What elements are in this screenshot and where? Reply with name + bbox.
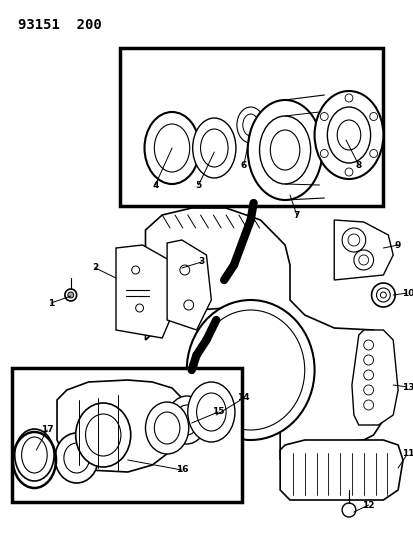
Ellipse shape xyxy=(314,91,382,179)
Ellipse shape xyxy=(167,396,206,444)
Polygon shape xyxy=(57,380,186,472)
Ellipse shape xyxy=(270,130,299,170)
Text: 11: 11 xyxy=(401,448,413,457)
Ellipse shape xyxy=(21,437,47,473)
Polygon shape xyxy=(280,440,402,500)
Text: 8: 8 xyxy=(355,160,361,169)
Ellipse shape xyxy=(145,402,188,454)
Circle shape xyxy=(341,503,355,517)
Ellipse shape xyxy=(196,393,225,431)
Ellipse shape xyxy=(85,414,121,456)
Polygon shape xyxy=(351,330,397,425)
Polygon shape xyxy=(167,240,211,330)
Ellipse shape xyxy=(259,116,310,184)
Ellipse shape xyxy=(15,429,54,481)
Ellipse shape xyxy=(327,107,370,163)
Text: 17: 17 xyxy=(41,425,53,434)
Ellipse shape xyxy=(336,120,360,150)
Ellipse shape xyxy=(236,107,264,143)
Ellipse shape xyxy=(64,443,89,473)
Ellipse shape xyxy=(188,382,234,442)
Ellipse shape xyxy=(154,412,180,444)
Ellipse shape xyxy=(186,300,314,440)
Ellipse shape xyxy=(76,403,131,467)
Text: 15: 15 xyxy=(211,408,224,416)
Text: 9: 9 xyxy=(394,240,400,249)
Ellipse shape xyxy=(242,114,258,136)
Ellipse shape xyxy=(144,112,199,184)
Ellipse shape xyxy=(154,124,189,172)
Circle shape xyxy=(65,289,76,301)
Ellipse shape xyxy=(175,405,198,435)
Text: 10: 10 xyxy=(401,288,413,297)
Text: 12: 12 xyxy=(361,500,374,510)
Polygon shape xyxy=(333,220,392,280)
Text: 4: 4 xyxy=(152,181,158,190)
Bar xyxy=(12,368,241,502)
Text: 1: 1 xyxy=(48,298,54,308)
Text: 5: 5 xyxy=(195,181,201,190)
Text: 14: 14 xyxy=(237,393,249,402)
Polygon shape xyxy=(145,208,382,460)
Circle shape xyxy=(68,292,74,298)
Ellipse shape xyxy=(192,118,235,178)
Text: 6: 6 xyxy=(240,160,246,169)
Circle shape xyxy=(371,283,394,307)
Ellipse shape xyxy=(196,310,304,430)
Ellipse shape xyxy=(55,433,98,483)
Ellipse shape xyxy=(247,100,322,200)
Text: 2: 2 xyxy=(92,263,98,272)
Text: 16: 16 xyxy=(175,465,188,474)
Text: 3: 3 xyxy=(198,257,204,266)
Ellipse shape xyxy=(200,129,228,167)
Text: 13: 13 xyxy=(401,383,413,392)
Text: 93151  200: 93151 200 xyxy=(18,18,101,32)
Polygon shape xyxy=(116,245,175,338)
Bar xyxy=(120,48,382,206)
Text: 7: 7 xyxy=(293,211,299,220)
